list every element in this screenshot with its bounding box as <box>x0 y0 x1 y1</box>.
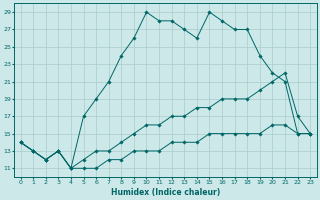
X-axis label: Humidex (Indice chaleur): Humidex (Indice chaleur) <box>111 188 220 197</box>
